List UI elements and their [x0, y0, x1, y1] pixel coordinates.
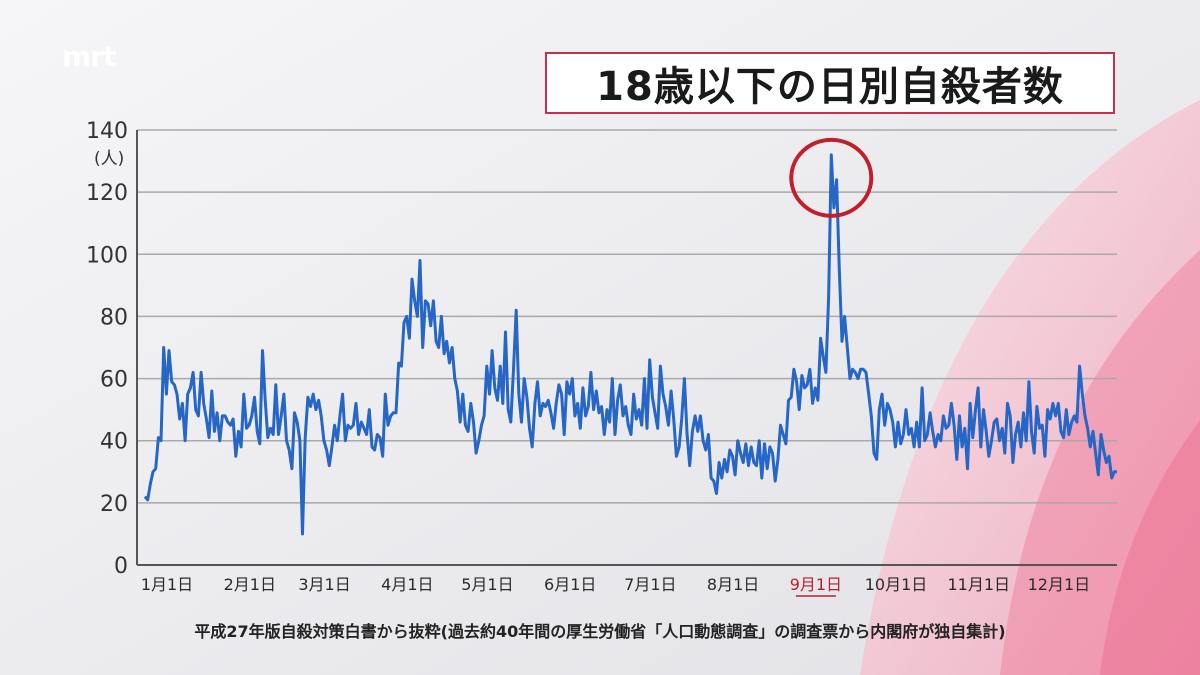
x-axis-ticks: 1月1日 2月1日 3月1日 4月1日 5月1日 6月1日 7月1日 8月1日 9月1日 10月1…: [141, 575, 1091, 597]
source-note: 平成27年版自殺対策白書から抜粋(過去約40年間の厚生労働省「人口動態調査」の調…: [194, 622, 1006, 641]
x-tick-label: 1月1日: [141, 575, 193, 594]
y-axis-ticks: 0 20 40 60 80 100 120 140: [86, 119, 128, 579]
x-tick-label: 9月1日: [790, 575, 842, 594]
x-tick-label: 2月1日: [224, 575, 276, 594]
series-layer: [143, 153, 1117, 536]
y-tick-label: 60: [100, 368, 128, 393]
chart-title: 18歳以下の日別自殺者数: [596, 64, 1064, 110]
x-tick-label: 6月1日: [544, 575, 596, 594]
y-tick-label: 140: [86, 119, 128, 144]
x-tick-label: 12月1日: [1028, 575, 1091, 594]
chart-title-box: 18歳以下の日別自殺者数: [545, 52, 1115, 114]
x-tick-label: 4月1日: [381, 575, 433, 594]
channel-logo: mrt: [62, 40, 116, 73]
highlight-layer: [789, 137, 874, 218]
y-tick-label: 80: [100, 305, 128, 330]
y-tick-label: 100: [86, 243, 128, 268]
x-tick-label: 5月1日: [461, 575, 513, 594]
y-tick-label: 120: [86, 181, 128, 206]
y-tick-label: 40: [100, 430, 128, 455]
x-tick-label: 11月1日: [948, 575, 1011, 594]
y-tick-label: 0: [114, 554, 128, 579]
x-tick-label: 8月1日: [707, 575, 759, 594]
peak-highlight-circle: [789, 137, 874, 218]
y-tick-label: 20: [100, 492, 128, 517]
series-line-0: [143, 153, 1117, 536]
x-tick-label: 3月1日: [298, 575, 350, 594]
gridlines: [136, 129, 1117, 566]
y-axis-unit: (人): [94, 149, 124, 169]
x-tick-label: 10月1日: [865, 575, 928, 594]
x-tick-label: 7月1日: [624, 575, 676, 594]
